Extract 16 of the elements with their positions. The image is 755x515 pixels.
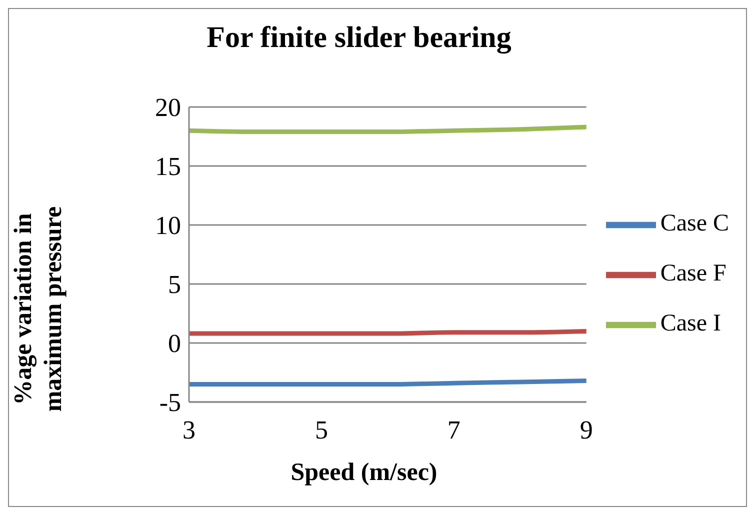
legend-label: Case C — [660, 210, 729, 236]
x-tick-label: 5 — [314, 415, 328, 444]
y-tick-label: 20 — [155, 93, 181, 122]
y-tick-label: 10 — [155, 211, 181, 240]
chart-title: For finite slider bearing — [206, 21, 512, 55]
legend-label: Case I — [660, 310, 721, 336]
x-axis-title: Speed (m/sec) — [290, 459, 438, 487]
x-tick-label: 3 — [182, 415, 196, 444]
y-tick-label: 0 — [168, 329, 181, 358]
legend-label: Case F — [660, 260, 726, 286]
x-tick-label: 7 — [447, 415, 460, 444]
y-tick-label: -5 — [159, 388, 181, 418]
y-axis-title: %age variation in maximum pressure — [9, 205, 68, 414]
x-tick-label: 9 — [580, 415, 593, 444]
y-tick-label: 5 — [168, 270, 181, 300]
y-tick-label: 15 — [155, 152, 181, 182]
